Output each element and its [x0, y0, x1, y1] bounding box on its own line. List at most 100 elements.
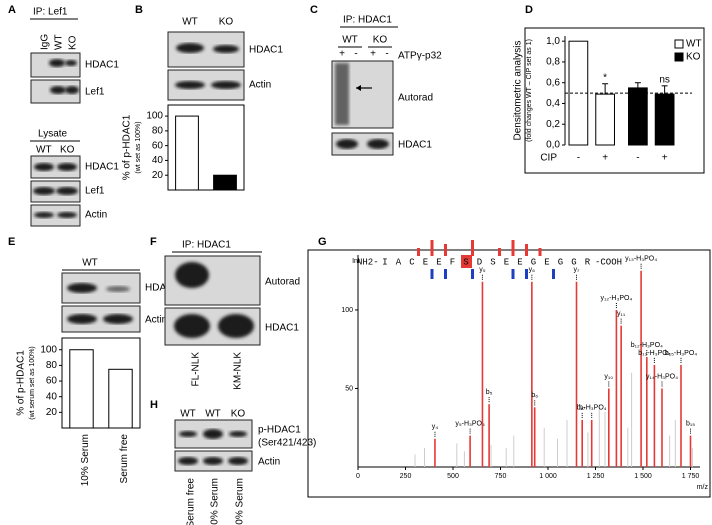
peak-label: y₁₂-H₃PO₄ — [601, 295, 633, 302]
blot-label: HDAC1 — [85, 60, 119, 71]
residue: S — [463, 257, 468, 267]
lane-label: FL-NLK — [191, 352, 202, 387]
band — [213, 45, 239, 53]
peak-label: b₁₅-H₃PO₄ — [665, 350, 697, 357]
y-tick-label: 60 — [152, 140, 164, 151]
x-axis-label: m/z — [697, 484, 709, 491]
bar — [595, 93, 615, 146]
band — [175, 81, 205, 89]
y-axis-label: % of p-HDAC1 — [122, 114, 133, 180]
band — [67, 283, 97, 293]
residue: S — [490, 257, 495, 267]
y-tick-label: 50 — [345, 385, 353, 392]
residue: E — [423, 257, 428, 267]
peak-label: b₁₅ — [686, 420, 695, 427]
lane-label: WT — [54, 34, 65, 50]
residue: E — [436, 257, 441, 267]
blot-label: Actin — [258, 457, 280, 468]
panel-label: A — [8, 4, 16, 16]
peak-label: b₁₃-H₃PO₄ — [638, 350, 670, 357]
x-tick-label: + — [662, 153, 668, 164]
residue: E — [504, 257, 509, 267]
band — [335, 63, 349, 125]
y-axis-label: (wt set as 100%) — [135, 121, 142, 173]
bar — [108, 368, 133, 429]
lane-label: IgG — [40, 34, 51, 50]
band — [57, 212, 77, 218]
x-tick-label: 750 — [495, 473, 507, 480]
blot — [30, 204, 81, 227]
sign: - — [385, 49, 388, 60]
x-tick-label: - — [577, 153, 580, 164]
band — [174, 314, 210, 338]
lane-label: KO — [60, 145, 75, 156]
y-ion-marker — [444, 269, 447, 279]
y-tick-label: 20 — [152, 170, 164, 181]
lane-label: KM-NLK — [233, 352, 244, 390]
band — [203, 429, 223, 439]
b-ion-marker — [430, 240, 434, 256]
blot-label: Autorad — [265, 277, 300, 288]
ip-label: IP: HDAC1 — [182, 240, 231, 251]
residue: A — [396, 257, 402, 267]
blot — [30, 180, 81, 203]
blot-label: HDAC1 — [398, 140, 432, 151]
bar — [628, 87, 648, 146]
peak-label: y₆ — [529, 267, 536, 274]
residue: D — [477, 257, 482, 267]
blot-label: Actin — [85, 210, 107, 221]
b-ion-marker — [511, 240, 515, 256]
blot-label: Actin — [145, 315, 167, 326]
y-axis-label: (wt serum set as 100%) — [29, 346, 36, 420]
condition-label: 10% Serum — [235, 478, 246, 525]
band — [49, 59, 65, 67]
bar — [175, 115, 199, 191]
y-tick-label: 60 — [46, 376, 58, 387]
y-tick-label: 1,0 — [546, 36, 560, 47]
x-tick-label: 250 — [400, 473, 412, 480]
band — [178, 457, 198, 465]
band — [203, 457, 223, 465]
peak-label: b₉-H₃PO₄ — [577, 405, 607, 412]
residue: F — [450, 257, 455, 267]
y-axis-label: Densitometric analysis — [513, 40, 524, 140]
y-tick-label: 80 — [152, 126, 164, 137]
blot-label: HDAC1 — [85, 162, 119, 173]
y-axis-label: Int — [352, 258, 360, 265]
panel-label: H — [150, 399, 158, 411]
arrow-head — [356, 85, 361, 91]
annotation: * — [603, 72, 607, 83]
sign: + — [370, 49, 376, 60]
legend-swatch — [674, 39, 684, 49]
residue: C — [409, 257, 415, 267]
band — [228, 457, 248, 465]
ip-label: IP: HDAC1 — [343, 15, 392, 26]
band — [33, 187, 55, 195]
y-tick-label: 40 — [46, 391, 58, 402]
lane-label: WT — [82, 258, 98, 269]
x-tick-label: 1 750 — [682, 473, 700, 480]
band — [103, 314, 133, 324]
x-tick-label: 1 000 — [539, 473, 557, 480]
panel-label: E — [8, 236, 15, 248]
blot-label: Actin — [249, 80, 271, 91]
y-ion-marker — [525, 269, 528, 279]
y-tick-label: 100 — [341, 307, 353, 314]
peak-label: y₁₁ — [617, 311, 626, 318]
y-ion-marker — [511, 269, 515, 279]
y-ion-marker — [430, 269, 434, 279]
residue: I — [382, 257, 387, 267]
blot-label: Autorad — [398, 93, 433, 104]
x-tick-label: 0 — [356, 473, 360, 480]
x-tick-label: + — [602, 153, 608, 164]
band — [57, 163, 77, 171]
x-tick-label: Serum free — [119, 434, 130, 484]
panel-label: C — [310, 4, 318, 16]
b-ion-marker — [444, 244, 447, 256]
x-tick-label: 500 — [447, 473, 459, 480]
residue: E — [517, 257, 522, 267]
band — [367, 139, 389, 149]
band — [65, 60, 77, 66]
panel-label: B — [135, 4, 143, 16]
